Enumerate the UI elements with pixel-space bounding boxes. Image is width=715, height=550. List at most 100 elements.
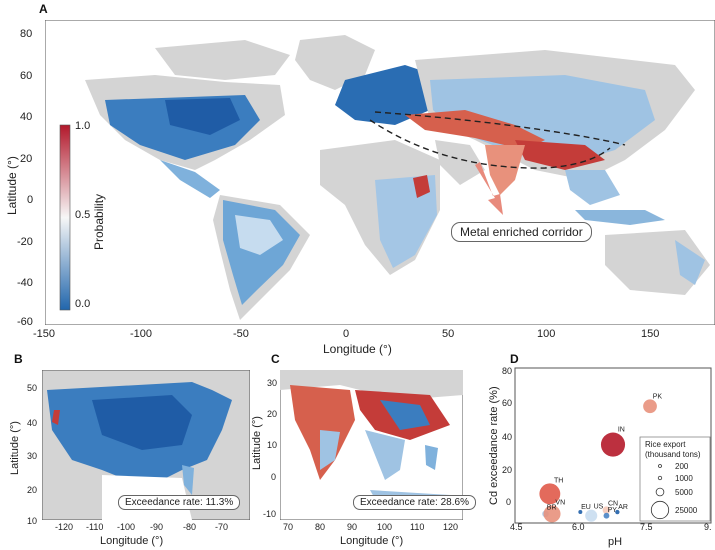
- se-asia-c: [365, 430, 405, 480]
- usa-dense: [92, 395, 192, 450]
- a-ytick: -20: [17, 236, 33, 248]
- panel-d-label: D: [510, 352, 519, 366]
- panel-c-label: C: [271, 352, 280, 366]
- legend-size-label: 200: [675, 462, 689, 471]
- corridor-arrow: [475, 162, 503, 215]
- legend-size-circle: [650, 500, 670, 520]
- central-america: [160, 160, 220, 198]
- c-xtick: 80: [315, 522, 326, 532]
- scatter-label-us: US: [594, 504, 604, 511]
- a-ytick: -60: [17, 316, 33, 328]
- a-ytick: 80: [20, 28, 33, 40]
- scatter-point-th: [539, 483, 561, 505]
- scatter-label-cn: CN: [608, 500, 618, 507]
- asia-colored: [430, 75, 655, 165]
- corridor-callout: Metal enriched corridor: [451, 222, 592, 242]
- arctic-canada: [155, 40, 290, 80]
- d-ytick: 60: [502, 398, 513, 408]
- colorbar: [59, 124, 71, 311]
- usa-map: [42, 370, 250, 520]
- scatter-frame: [514, 367, 712, 524]
- scatter-point-pk: [643, 399, 657, 414]
- panel-a-label: A: [39, 2, 48, 16]
- c-xtick: 90: [347, 522, 358, 532]
- c-ytick: -10: [263, 509, 277, 519]
- c-ytick: 10: [267, 440, 278, 450]
- legend-size-label: 25000: [675, 506, 698, 515]
- corridor-red-1: [405, 110, 545, 150]
- sa-inner: [235, 215, 283, 255]
- b-xtick: -80: [183, 522, 197, 532]
- a-xlabel: Longitude (°): [323, 342, 392, 356]
- scatter-label-th: TH: [554, 477, 563, 484]
- d-ytick: 40: [502, 432, 513, 442]
- world-map: [45, 20, 715, 325]
- legend-size-circle: [657, 475, 663, 481]
- a-xtick: 50: [442, 328, 455, 340]
- c-ytick: 30: [267, 378, 278, 388]
- d-xlabel: pH: [608, 536, 623, 548]
- c-xtick: 100: [377, 522, 393, 532]
- scatter-label-vn: VN: [555, 499, 565, 506]
- usa-core: [165, 98, 240, 135]
- c-exceedance-callout: Exceedance rate: 28.6%: [353, 495, 476, 510]
- c-ylabel: Latitude (°): [251, 416, 263, 470]
- a-ytick: 0: [27, 194, 34, 206]
- legend-title-2: (thousand tons): [645, 450, 701, 459]
- b-xtick: -70: [215, 522, 229, 532]
- scatter-label-pk: PK: [653, 393, 663, 400]
- scatter-point-eu: [578, 510, 583, 515]
- b-xtick: -90: [150, 522, 164, 532]
- scatter-label-py: PY: [608, 507, 618, 514]
- d-xtick: 9.: [704, 522, 712, 532]
- scatter-label-br: BR: [547, 505, 557, 512]
- c-xlabel: Longitude (°): [340, 535, 404, 547]
- scatter-label-in: IN: [618, 427, 625, 434]
- india-c-blue: [320, 430, 340, 470]
- legend-size-label: 1000: [675, 474, 693, 483]
- d-ytick: 80: [502, 366, 513, 376]
- d-xtick: 4.5: [510, 522, 523, 532]
- b-xtick: -120: [55, 522, 74, 532]
- b-ytick: 30: [27, 451, 38, 461]
- b-ylabel: Latitude (°): [9, 421, 21, 475]
- colorbar-label: Probability: [92, 193, 106, 250]
- b-ytick: 50: [27, 383, 38, 393]
- china-blue: [380, 400, 430, 430]
- a-xtick: 0: [343, 328, 350, 340]
- b-ytick: 10: [27, 516, 38, 526]
- australia-edge: [675, 240, 705, 285]
- b-xtick: -100: [117, 522, 136, 532]
- arabia: [435, 140, 485, 185]
- b-xtick: -110: [86, 522, 104, 532]
- scatter-point-in: [600, 432, 626, 457]
- d-xtick: 6.0: [572, 522, 585, 532]
- d-xtick: 7.5: [640, 522, 653, 532]
- b-ytick: 20: [27, 485, 38, 495]
- legend-size-label: 5000: [675, 488, 693, 497]
- b-exceedance-callout: Exceedance rate: 11.3%: [118, 495, 241, 510]
- b-ytick: 40: [27, 418, 38, 428]
- greenland: [295, 35, 375, 90]
- a-xtick: -150: [33, 328, 56, 340]
- a-xtick: -100: [130, 328, 153, 340]
- b-xlabel: Longitude (°): [100, 535, 164, 547]
- a-xtick: -50: [233, 328, 249, 340]
- asia-north-gray: [280, 370, 463, 400]
- a-ylabel: Latitude (°): [5, 156, 19, 215]
- d-ylabel: Cd exceedance rate (%): [488, 386, 500, 505]
- se-asia: [565, 170, 620, 205]
- a-ytick: 60: [20, 70, 33, 82]
- scatter-point-us: [585, 509, 598, 522]
- philippines: [425, 445, 438, 470]
- a-ytick: -40: [17, 277, 33, 289]
- india: [485, 145, 525, 195]
- corridor-line-lower: [369, 119, 611, 169]
- a-xtick: 150: [641, 328, 660, 340]
- scatter-point-ar: [615, 509, 620, 515]
- c-xtick: 120: [443, 522, 459, 532]
- colorbar-tick: 0.0: [75, 298, 91, 310]
- a-ytick: 40: [20, 111, 33, 123]
- corridor-line-upper: [374, 111, 626, 146]
